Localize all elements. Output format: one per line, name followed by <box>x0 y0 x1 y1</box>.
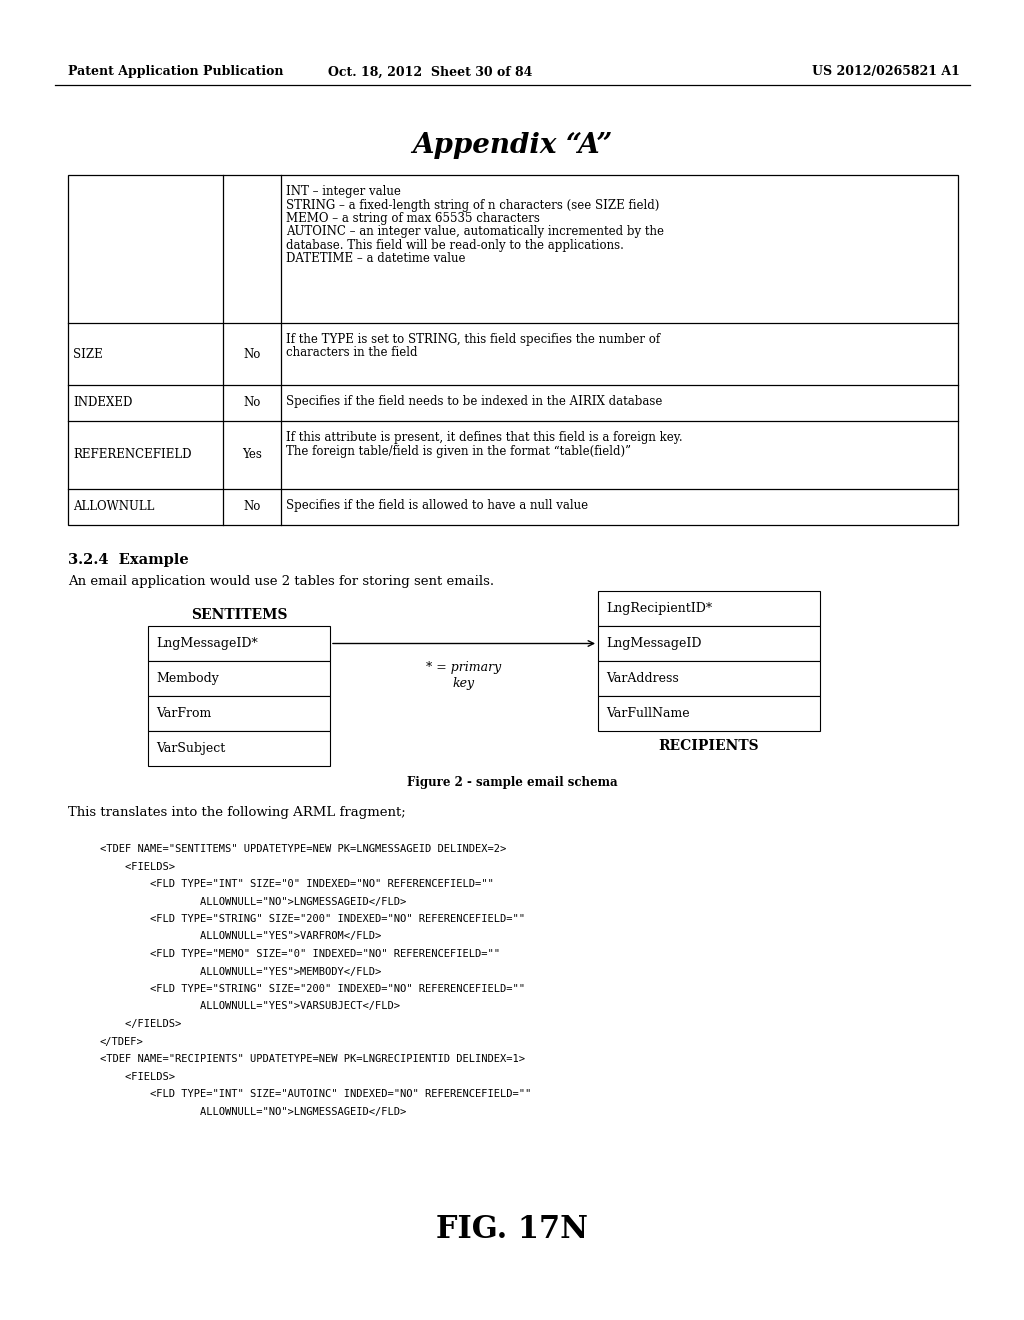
Bar <box>598 591 820 626</box>
Text: ALLOWNULL="YES">VARSUBJECT</FLD>: ALLOWNULL="YES">VARSUBJECT</FLD> <box>100 1002 400 1011</box>
Text: <FLD TYPE="STRING" SIZE="200" INDEXED="NO" REFERENCEFIELD="": <FLD TYPE="STRING" SIZE="200" INDEXED="N… <box>100 913 525 924</box>
Text: FIG. 17N: FIG. 17N <box>436 1214 588 1246</box>
Text: VarAddress: VarAddress <box>606 672 679 685</box>
Bar <box>148 696 330 731</box>
Text: <TDEF NAME="SENTITEMS" UPDATETYPE=NEW PK=LNGMESSAGEID DELINDEX=2>: <TDEF NAME="SENTITEMS" UPDATETYPE=NEW PK… <box>100 843 506 854</box>
Text: Oct. 18, 2012  Sheet 30 of 84: Oct. 18, 2012 Sheet 30 of 84 <box>328 66 532 78</box>
Bar <box>598 626 820 661</box>
Text: <FLD TYPE="STRING" SIZE="200" INDEXED="NO" REFERENCEFIELD="": <FLD TYPE="STRING" SIZE="200" INDEXED="N… <box>100 983 525 994</box>
Text: Appendix “A”: Appendix “A” <box>412 132 612 158</box>
Text: STRING – a fixed-length string of n characters (see SIZE field): STRING – a fixed-length string of n char… <box>286 198 659 211</box>
Text: SIZE: SIZE <box>73 347 102 360</box>
Text: No: No <box>244 500 261 513</box>
Text: US 2012/0265821 A1: US 2012/0265821 A1 <box>812 66 961 78</box>
Text: VarSubject: VarSubject <box>156 742 225 755</box>
Text: <FIELDS>: <FIELDS> <box>100 862 175 871</box>
Text: Specifies if the field needs to be indexed in the AIRIX database: Specifies if the field needs to be index… <box>286 395 663 408</box>
Text: An email application would use 2 tables for storing sent emails.: An email application would use 2 tables … <box>68 576 495 587</box>
Bar <box>148 731 330 766</box>
Text: DATETIME – a datetime value: DATETIME – a datetime value <box>286 252 466 265</box>
Bar <box>148 661 330 696</box>
Text: </TDEF>: </TDEF> <box>100 1036 143 1047</box>
Text: <FIELDS>: <FIELDS> <box>100 1072 175 1081</box>
Text: Figure 2 - sample email schema: Figure 2 - sample email schema <box>407 776 617 789</box>
Text: </FIELDS>: </FIELDS> <box>100 1019 181 1030</box>
Text: MEMO – a string of max 65535 characters: MEMO – a string of max 65535 characters <box>286 213 540 224</box>
Text: Yes: Yes <box>242 449 262 462</box>
Text: SENTITEMS: SENTITEMS <box>190 609 288 622</box>
Text: <FLD TYPE="INT" SIZE="0" INDEXED="NO" REFERENCEFIELD="": <FLD TYPE="INT" SIZE="0" INDEXED="NO" RE… <box>100 879 494 888</box>
Text: <FLD TYPE="MEMO" SIZE="0" INDEXED="NO" REFERENCEFIELD="": <FLD TYPE="MEMO" SIZE="0" INDEXED="NO" R… <box>100 949 500 960</box>
Bar <box>598 696 820 731</box>
Bar <box>68 176 958 525</box>
Text: RECIPIENTS: RECIPIENTS <box>658 739 760 752</box>
Text: ALLOWNULL="NO">LNGMESSAGEID</FLD>: ALLOWNULL="NO">LNGMESSAGEID</FLD> <box>100 896 407 907</box>
Text: <TDEF NAME="RECIPIENTS" UPDATETYPE=NEW PK=LNGRECIPIENTID DELINDEX=1>: <TDEF NAME="RECIPIENTS" UPDATETYPE=NEW P… <box>100 1053 525 1064</box>
Text: VarFullName: VarFullName <box>606 708 689 719</box>
Text: AUTOINC – an integer value, automatically incremented by the: AUTOINC – an integer value, automaticall… <box>286 226 664 239</box>
Text: 3.2.4  Example: 3.2.4 Example <box>68 553 188 568</box>
Text: <FLD TYPE="INT" SIZE="AUTOINC" INDEXED="NO" REFERENCEFIELD="": <FLD TYPE="INT" SIZE="AUTOINC" INDEXED="… <box>100 1089 531 1100</box>
Text: LngMessageID*: LngMessageID* <box>156 638 258 649</box>
Text: ALLOWNULL: ALLOWNULL <box>73 500 155 513</box>
Bar <box>148 626 330 661</box>
Text: If this attribute is present, it defines that this field is a foreign key.: If this attribute is present, it defines… <box>286 432 683 444</box>
Text: No: No <box>244 396 261 409</box>
Text: If the TYPE is set to STRING, this field specifies the number of: If the TYPE is set to STRING, this field… <box>286 333 660 346</box>
Text: INDEXED: INDEXED <box>73 396 132 409</box>
Text: characters in the field: characters in the field <box>286 346 418 359</box>
Text: Specifies if the field is allowed to have a null value: Specifies if the field is allowed to hav… <box>286 499 588 512</box>
Text: * = primary: * = primary <box>426 661 502 675</box>
Bar <box>598 661 820 696</box>
Text: LngRecipientID*: LngRecipientID* <box>606 602 712 615</box>
Text: No: No <box>244 347 261 360</box>
Text: REFERENCEFIELD: REFERENCEFIELD <box>73 449 191 462</box>
Text: The foreign table/field is given in the format “table(field)”: The foreign table/field is given in the … <box>286 445 631 458</box>
Text: LngMessageID: LngMessageID <box>606 638 701 649</box>
Text: ALLOWNULL="NO">LNGMESSAGEID</FLD>: ALLOWNULL="NO">LNGMESSAGEID</FLD> <box>100 1106 407 1117</box>
Text: ALLOWNULL="YES">VARFROM</FLD>: ALLOWNULL="YES">VARFROM</FLD> <box>100 932 381 941</box>
Text: VarFrom: VarFrom <box>156 708 211 719</box>
Text: ALLOWNULL="YES">MEMBODY</FLD>: ALLOWNULL="YES">MEMBODY</FLD> <box>100 966 381 977</box>
Text: Patent Application Publication: Patent Application Publication <box>68 66 284 78</box>
Text: Membody: Membody <box>156 672 219 685</box>
Text: key: key <box>453 677 475 690</box>
Text: database. This field will be read-only to the applications.: database. This field will be read-only t… <box>286 239 624 252</box>
Text: This translates into the following ARML fragment;: This translates into the following ARML … <box>68 807 406 818</box>
Text: INT – integer value: INT – integer value <box>286 185 400 198</box>
